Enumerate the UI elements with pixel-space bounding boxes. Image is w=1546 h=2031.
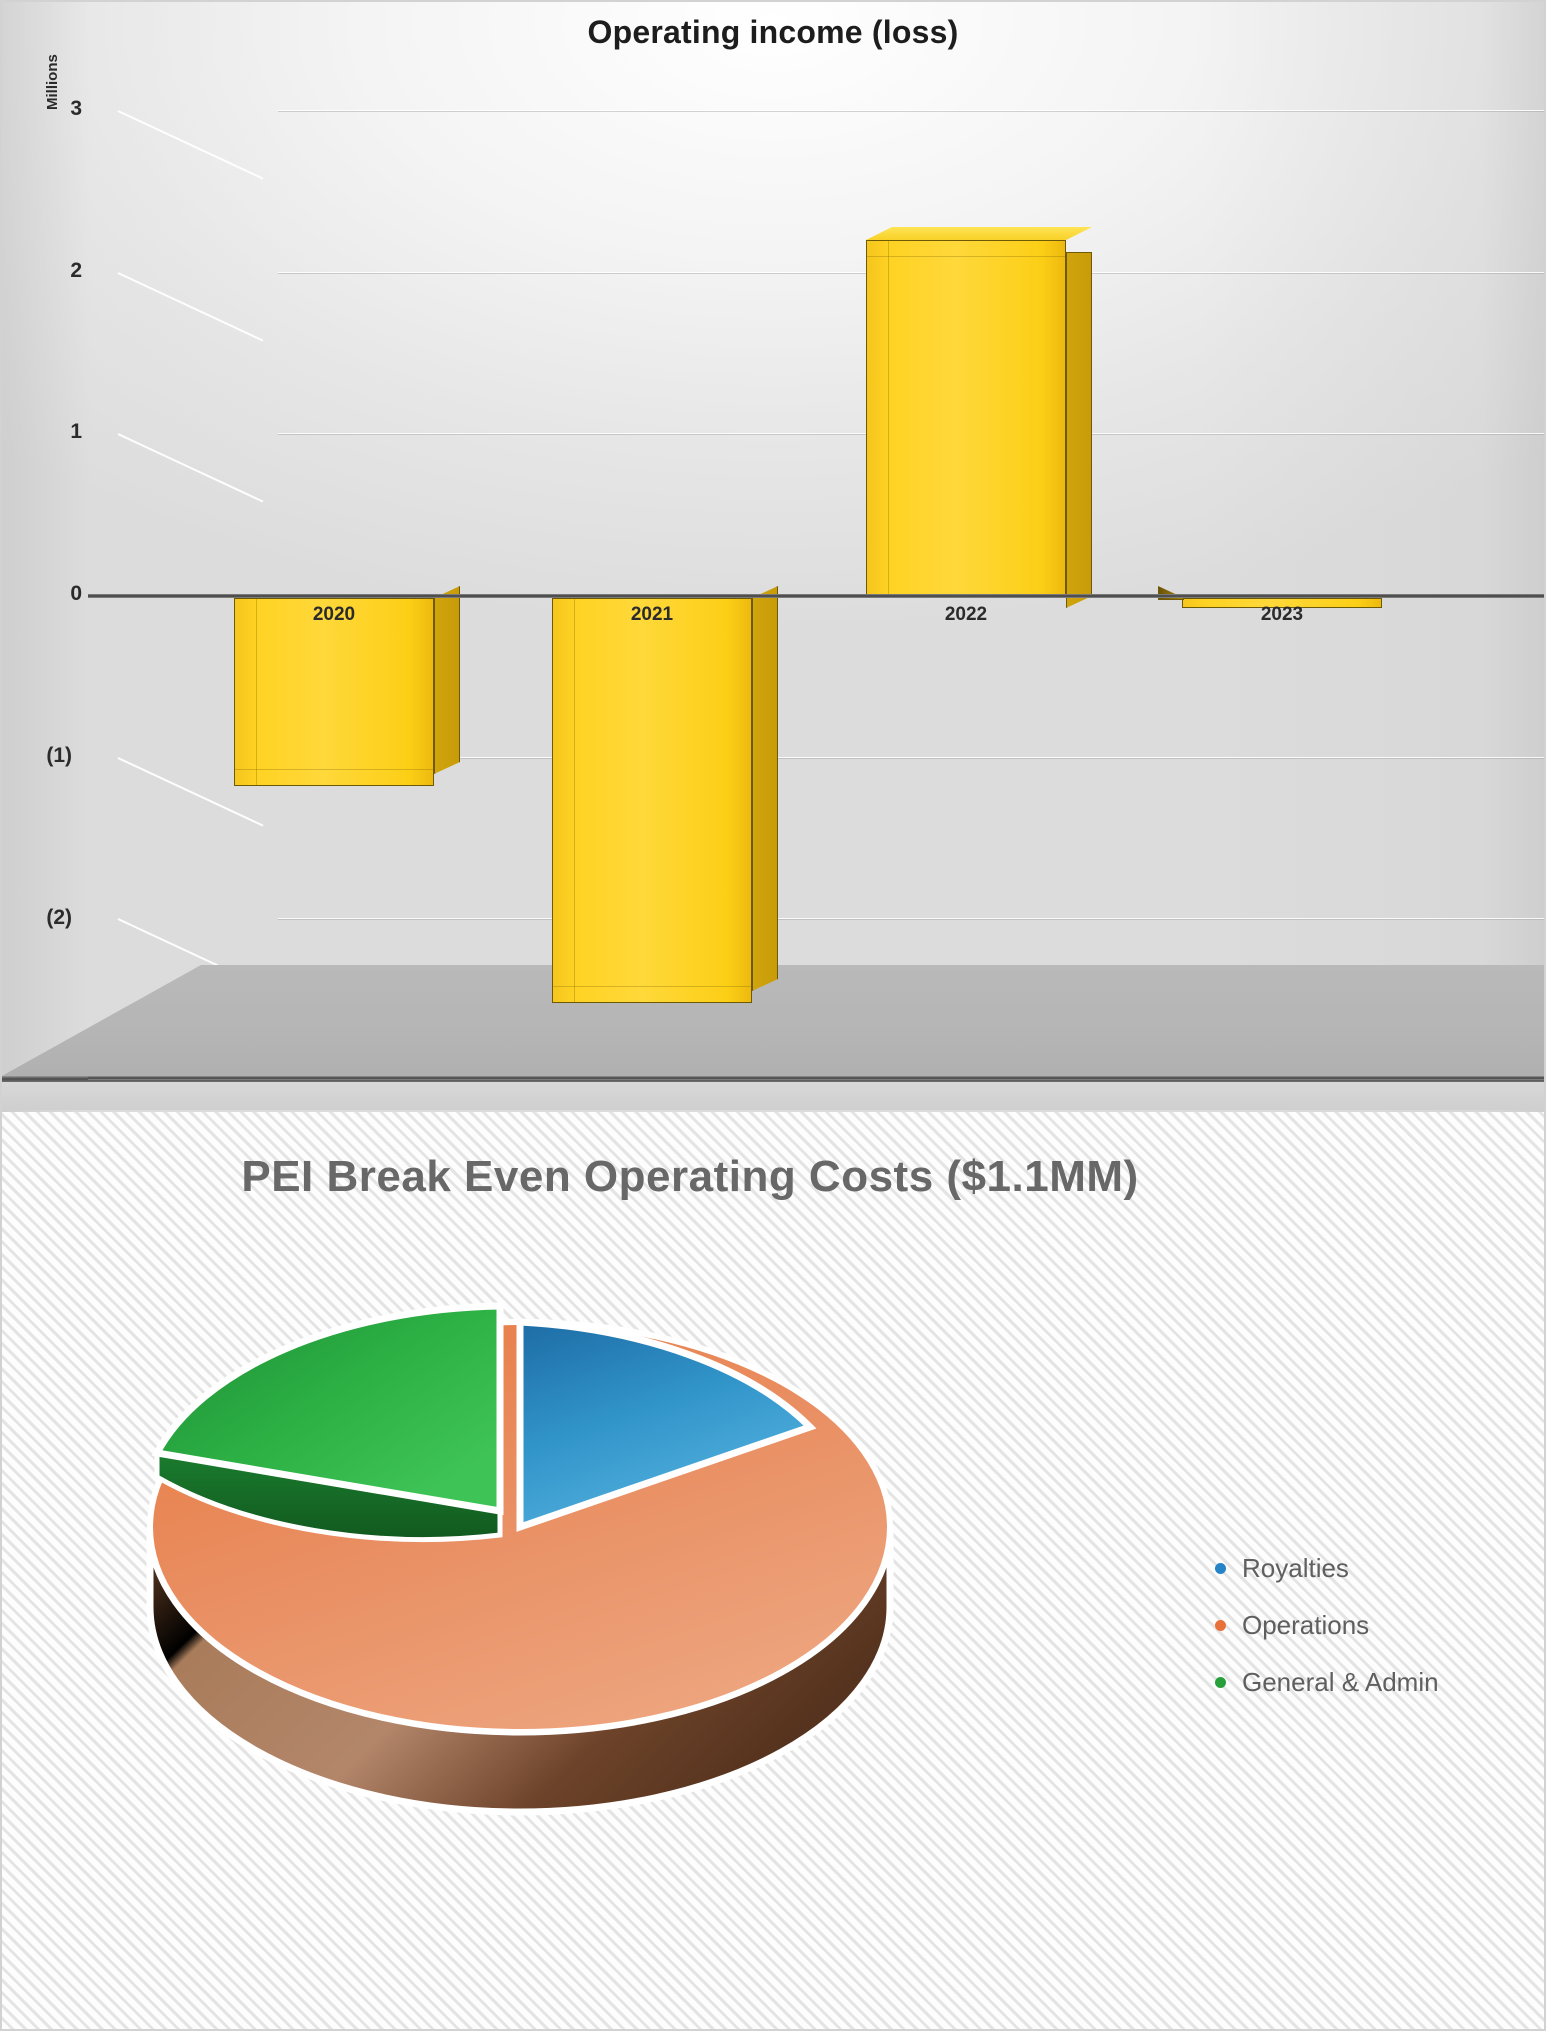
pie-slice-general-admin[interactable]	[151, 1302, 504, 1542]
pie-slice-royalties[interactable]	[516, 1318, 817, 1532]
pie-chart-title: PEI Break Even Operating Costs ($1.1MM)	[241, 1152, 1139, 1201]
legend-label-royalties: Royalties	[1242, 1553, 1349, 1583]
y-tick-label-minus-2: (2)	[46, 906, 72, 929]
x-label-2021: 2021	[630, 604, 674, 625]
pie-chart-stage	[120, 1297, 1080, 1857]
legend-dot-royalties-icon	[1215, 1563, 1226, 1574]
gridline-2	[117, 272, 1546, 342]
legend-item-operations[interactable]: Operations	[1215, 1597, 1439, 1654]
bottom-axis-line	[88, 1076, 1546, 1080]
chart-floor	[0, 965, 1546, 1110]
bar-2021[interactable]	[552, 598, 752, 1003]
pie-legend: Royalties Operations General & Admin	[1215, 1540, 1439, 1711]
gridline-1	[117, 433, 1546, 503]
bar-2022[interactable]	[866, 227, 1092, 596]
y-tick-label-0: 0	[70, 582, 82, 605]
pie-chart-panel: PEI Break Even Operating Costs ($1.1MM)	[0, 1112, 1546, 2031]
x-label-2022: 2022	[944, 604, 988, 625]
x-label-2020: 2020	[312, 604, 356, 625]
bar-chart-panel: Operating income (loss) Millions 3 2 1 0…	[0, 0, 1546, 1112]
legend-item-royalties[interactable]: Royalties	[1215, 1540, 1439, 1597]
legend-dot-general-admin-icon	[1215, 1677, 1226, 1688]
legend-label-operations: Operations	[1242, 1610, 1370, 1640]
legend-dot-operations-icon	[1215, 1620, 1226, 1631]
x-label-2023: 2023	[1260, 604, 1304, 625]
y-tick-label-minus-1: (1)	[46, 744, 72, 767]
gridline-3	[117, 110, 1546, 180]
y-tick-label-2: 2	[70, 259, 82, 282]
pie-svg	[146, 1302, 894, 1816]
zero-axis-line	[88, 594, 1546, 598]
y-tick-label-3: 3	[70, 97, 82, 120]
bar-2020[interactable]	[234, 598, 434, 786]
y-tick-label-1: 1	[70, 420, 82, 443]
legend-item-general-admin[interactable]: General & Admin	[1215, 1654, 1439, 1711]
legend-label-general-admin: General & Admin	[1242, 1667, 1439, 1697]
bar-chart-title: Operating income (loss)	[587, 14, 959, 50]
gridline-minus-2	[117, 918, 1546, 988]
